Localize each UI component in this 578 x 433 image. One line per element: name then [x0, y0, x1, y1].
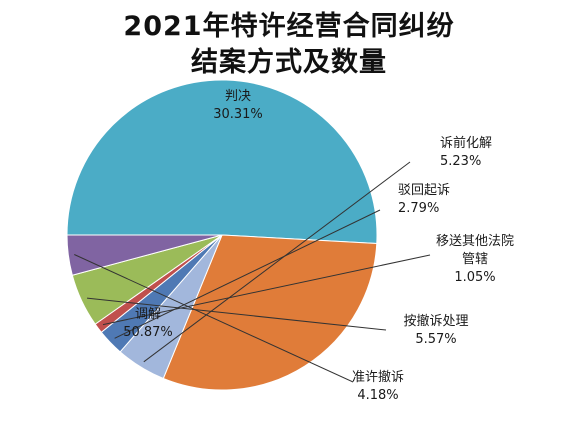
pie-slice-1 [162, 234, 378, 391]
slice-name-label-4: 移送其他法院 [436, 234, 514, 249]
slice-percent-label-5: 5.57% [415, 332, 456, 347]
slice-percent-label-1: 30.31% [213, 107, 263, 122]
slice-name-label-2: 诉前化解 [440, 135, 492, 151]
slice-name-label-3: 驳回起诉 [398, 183, 450, 198]
leader-lines [74, 161, 431, 383]
slice-name-label-1: 判决 [225, 89, 251, 104]
slice-percent-label-2: 5.23% [440, 154, 481, 169]
slice-labels: 调解 50.87% 判决 30.31% 诉前化解 5.23% 驳回起诉 2.79% 移送其他法院… [123, 89, 514, 403]
leader-line-4 [102, 254, 431, 326]
leader-line-3 [114, 209, 381, 339]
pie-slice-0 [66, 79, 378, 244]
slice-percent-label-4: 1.05% [454, 270, 495, 285]
slice-percent-label-3: 2.79% [398, 201, 439, 216]
slice-percent-label-0: 50.87% [123, 325, 173, 340]
chart-title-line-2: 结案方式及数量 [191, 47, 387, 78]
leader-line-5 [86, 297, 387, 331]
leader-line-2 [143, 161, 411, 363]
pie-slice-6 [66, 234, 223, 276]
slice-name-label-0: 调解 [135, 307, 161, 322]
slice-name-label-5: 按撤诉处理 [403, 313, 468, 329]
slice-name-label-6: 准许撤诉 [352, 369, 404, 385]
slice-name-label-4: 管辖 [462, 251, 488, 267]
leader-line-6 [74, 254, 354, 383]
slice-percent-label-6: 4.18% [357, 388, 398, 403]
pie-slices [66, 79, 378, 391]
chart-title-line-1: 2021年特许经营合同纠纷 [123, 11, 455, 42]
